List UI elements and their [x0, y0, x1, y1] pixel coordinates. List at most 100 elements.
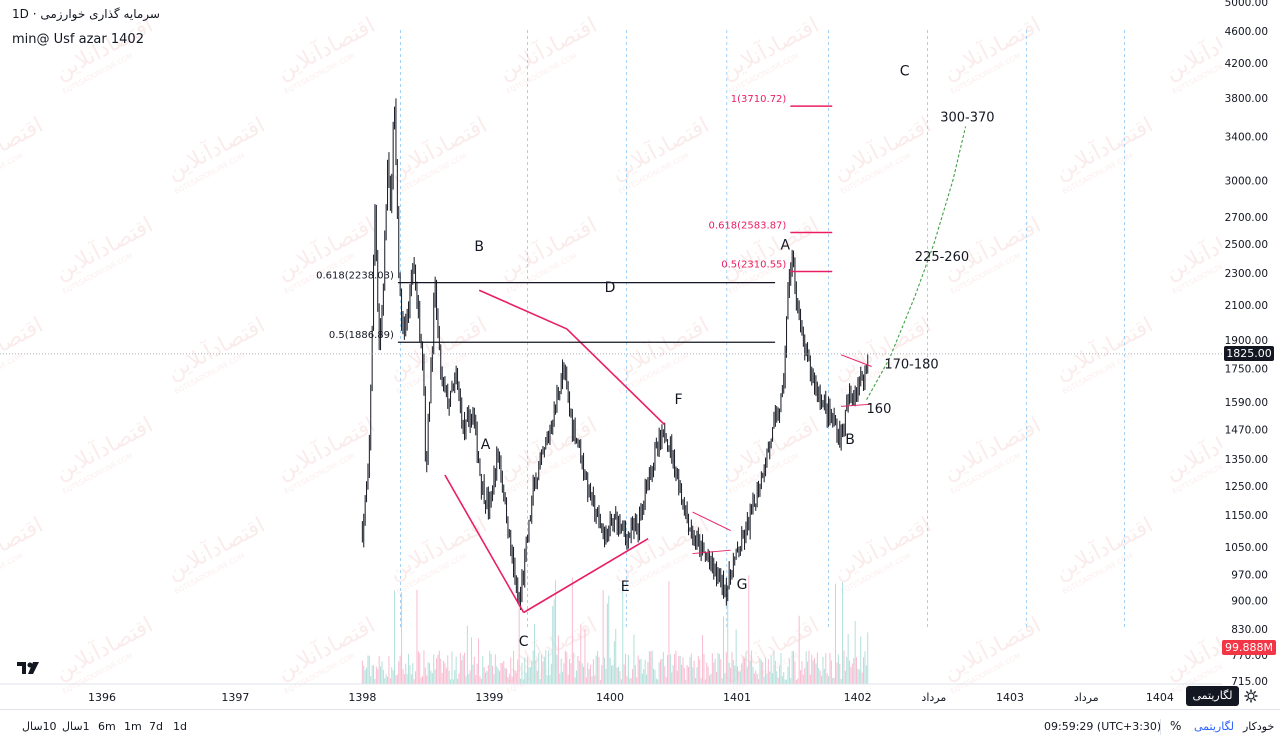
volume-bar — [814, 657, 816, 684]
tradingview-logo-icon[interactable] — [17, 660, 41, 676]
percent-scale-button[interactable]: % — [1170, 719, 1182, 733]
volume-bar — [697, 656, 699, 684]
wave-label: G — [737, 577, 748, 593]
volume-bar — [455, 656, 457, 684]
volume-bar — [833, 677, 835, 684]
volume-bar — [368, 655, 370, 684]
volume-bar — [413, 679, 415, 684]
price-tick-label: 1470.00 — [1225, 424, 1268, 436]
volume-bar — [777, 677, 779, 684]
volume-bar — [398, 661, 400, 684]
volume-bar — [857, 668, 859, 684]
symbol-title[interactable]: سرمایه گذاری خوارزمی · 1D — [12, 7, 160, 21]
volume-bar — [417, 651, 419, 684]
volume-bar — [375, 666, 377, 684]
volume-bar — [692, 667, 694, 684]
volume-bar — [851, 663, 853, 684]
volume-bar — [506, 668, 508, 684]
volume-bar — [685, 679, 687, 684]
volume-bar — [518, 592, 520, 684]
range-1d-button[interactable]: 1d — [173, 720, 187, 733]
volume-bar — [557, 635, 559, 684]
volume-bar — [802, 674, 804, 684]
volume-bar — [779, 665, 781, 684]
volume-bar — [472, 664, 474, 684]
volume-bar — [567, 674, 569, 684]
drawings[interactable] — [397, 105, 967, 614]
watermark-text: اقتصادآنلاین — [0, 111, 47, 185]
gear-icon[interactable] — [1244, 689, 1258, 703]
volume-bar — [441, 672, 443, 684]
volume-bar — [434, 669, 436, 684]
log-scale-button[interactable]: لگاریتمی — [1194, 720, 1234, 733]
volume-bar — [384, 678, 386, 684]
range-6m-button[interactable]: 6m — [98, 720, 116, 733]
volume-bar — [454, 670, 456, 684]
volume-bar — [588, 669, 590, 684]
last-price-label: 1825.00 — [1224, 346, 1274, 361]
volume-bar — [410, 674, 412, 684]
wave-line-a-c — [444, 474, 525, 613]
volume-bar — [714, 658, 716, 684]
volume-bar — [696, 667, 698, 684]
volume-bar — [391, 667, 393, 684]
volume-bar — [711, 653, 713, 684]
volume-bar — [713, 662, 715, 684]
volume-bar — [583, 666, 585, 684]
price-tick-label: 4600.00 — [1225, 26, 1268, 38]
volume-bar — [658, 662, 660, 684]
volume-bar — [625, 653, 627, 684]
volume-bar — [724, 673, 726, 684]
chart-caption: min@ Usf azar 1402 — [12, 32, 144, 47]
volume-bar — [546, 675, 548, 684]
range-10y-button[interactable]: 10سال — [22, 720, 57, 733]
volume-bar — [853, 658, 855, 684]
volume-bar — [381, 661, 383, 684]
volume-bar — [632, 669, 634, 684]
volume-bar — [387, 676, 389, 684]
volume-bar — [482, 656, 484, 684]
volume-bar — [819, 670, 821, 684]
projection-path — [866, 126, 967, 401]
range-1m-button[interactable]: 1m — [124, 720, 142, 733]
volume-bar — [580, 624, 582, 684]
volume-bar — [424, 667, 426, 684]
volume-bar — [839, 663, 841, 684]
volume-bar — [801, 661, 803, 684]
volume-bar — [457, 678, 459, 684]
volume-bar — [690, 653, 692, 684]
volume-bar — [616, 667, 618, 684]
volume-bar — [786, 679, 788, 684]
volume-bar — [751, 650, 753, 684]
volume-bar — [772, 673, 774, 684]
price-tick-label: 1050.00 — [1225, 542, 1268, 554]
volume-bar — [440, 658, 442, 684]
volume-bar — [781, 675, 783, 684]
price-tick-label: 2100.00 — [1225, 300, 1268, 312]
volume-bar — [394, 590, 396, 684]
volume-bar — [815, 663, 817, 684]
volume-bar — [487, 665, 489, 684]
volume-bar — [850, 667, 852, 684]
volume-bar — [800, 670, 802, 684]
time-axis[interactable]: 1396 1397 1398 1399 1400 1401 1402 مرداد 1403 مرد… — [0, 683, 1222, 704]
volume-bar — [689, 657, 691, 684]
volume-bar — [671, 672, 673, 684]
range-7d-button[interactable]: 7d — [149, 720, 163, 733]
range-1y-button[interactable]: 1سال — [62, 720, 90, 733]
watermark-subtext: EQTESADONLINE.COM — [0, 152, 24, 196]
volume-bar — [636, 677, 638, 684]
volume-bar — [731, 652, 733, 684]
fib-level-label: 0.5(1886.89) — [329, 330, 394, 341]
volume-bar — [725, 652, 727, 684]
volume-bar — [478, 638, 480, 684]
clock-timezone[interactable]: 09:59:29 (UTC+3:30) — [1044, 720, 1162, 733]
volume-bar — [662, 651, 664, 684]
volume-bar — [514, 670, 516, 684]
price-tick-label: 3400.00 — [1225, 132, 1268, 144]
auto-scale-button[interactable]: خودکار — [1243, 720, 1275, 733]
volume-bar — [629, 678, 631, 684]
